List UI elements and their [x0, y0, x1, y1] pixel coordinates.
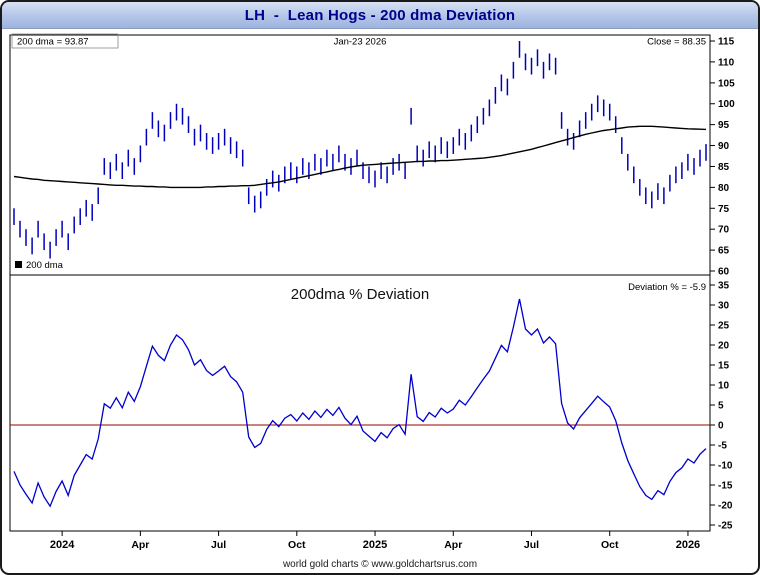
y-tick-label: 20 — [718, 341, 730, 352]
y-tick-label: 95 — [718, 120, 730, 131]
legend-swatch-200dma — [15, 261, 22, 268]
y-tick-label: 115 — [718, 37, 735, 48]
x-tick-label: Jul — [524, 539, 539, 551]
y-tick-label: 10 — [718, 381, 730, 392]
y-tick-label: 15 — [718, 361, 730, 372]
y-tick-label: 90 — [718, 141, 730, 152]
y-tick-label: 70 — [718, 225, 730, 236]
chart-title-bar: LH - Lean Hogs - 200 dma Deviation — [2, 2, 758, 29]
y-tick-label: 60 — [718, 267, 730, 278]
y-tick-label: -10 — [718, 461, 733, 472]
date-label: Jan-23 2026 — [334, 37, 387, 48]
legend-label: 200 dma — [26, 260, 64, 271]
dma-value-box — [11, 33, 119, 49]
y-tick-label: -5 — [718, 441, 727, 452]
x-tick-label: 2025 — [363, 539, 387, 551]
y-tick-label: 0 — [718, 421, 724, 432]
x-tick-label: Apr — [131, 539, 149, 551]
y-tick-label: 35 — [718, 281, 730, 292]
x-tick-label: Apr — [444, 539, 462, 551]
deviation-line — [13, 298, 707, 508]
y-tick-label: -15 — [718, 481, 733, 492]
x-tick-label: Jul — [211, 539, 226, 551]
deviation-panel-title: 200dma % Deviation — [291, 286, 429, 303]
y-tick-label: 75 — [718, 204, 730, 215]
y-tick-label: 65 — [718, 246, 730, 257]
dma-line — [13, 125, 707, 189]
deviation-value-label: Deviation % = -5.9 — [628, 282, 706, 293]
y-tick-label: 85 — [718, 162, 730, 173]
y-tick-label: 5 — [718, 401, 724, 412]
chart-title: LH - Lean Hogs - 200 dma Deviation — [244, 6, 516, 24]
x-tick-label: 2024 — [50, 539, 75, 551]
x-tick-label: 2026 — [676, 539, 700, 551]
footer-credit: world gold charts © www.goldchartsrus.co… — [282, 559, 478, 570]
y-tick-label: -20 — [718, 501, 733, 512]
close-value-label: Close = 88.35 — [647, 37, 706, 48]
x-tick-label: Oct — [288, 539, 306, 551]
y-tick-label: 30 — [718, 301, 730, 312]
deviation-panel — [9, 274, 711, 532]
y-tick-label: 100 — [718, 99, 735, 110]
y-tick-label: 25 — [718, 321, 730, 332]
price-deviation-chart: 6065707580859095100105110115-25-20-15-10… — [9, 33, 735, 551]
dma-value-label: 200 dma = 93.87 — [17, 37, 89, 48]
x-tick-label: Oct — [601, 539, 619, 551]
y-tick-label: 110 — [718, 57, 735, 68]
y-tick-label: 80 — [718, 183, 730, 194]
y-tick-label: -25 — [718, 521, 733, 532]
price-panel — [9, 34, 711, 276]
y-tick-label: 105 — [718, 78, 735, 89]
